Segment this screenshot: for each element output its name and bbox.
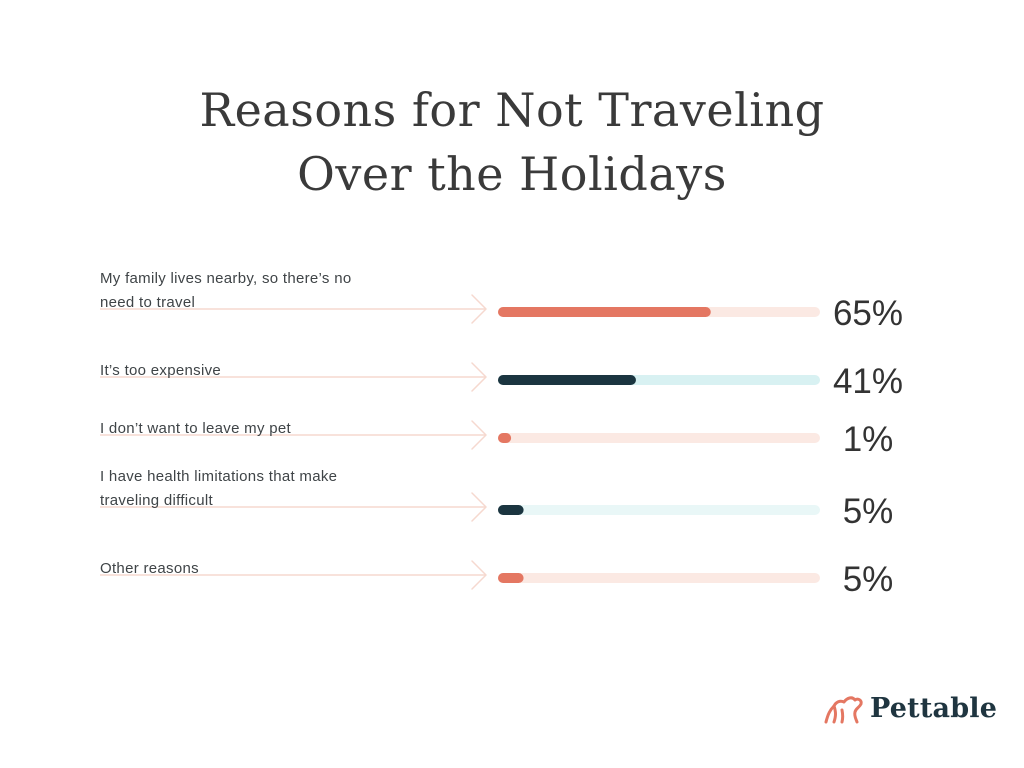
chart-title: Reasons for Not Traveling Over the Holid… bbox=[0, 78, 1024, 206]
leader-arrowhead bbox=[471, 294, 487, 324]
category-label: traveling difficult bbox=[100, 492, 214, 509]
category-label: I don’t want to leave my pet bbox=[100, 420, 292, 437]
category-label: need to travel bbox=[100, 294, 195, 311]
chart-title-line-1: Reasons for Not Traveling bbox=[199, 83, 825, 137]
value-label: 5% bbox=[843, 560, 894, 599]
chart-title-line-2: Over the Holidays bbox=[297, 147, 727, 201]
leader-arrowhead bbox=[471, 362, 487, 392]
leader-arrowhead bbox=[471, 492, 487, 522]
value-label: 65% bbox=[833, 294, 903, 333]
category-label: It’s too expensive bbox=[100, 362, 221, 379]
category-label: My family lives nearby, so there’s no bbox=[100, 270, 351, 287]
value-label: 41% bbox=[833, 362, 903, 401]
value-label: 1% bbox=[843, 420, 894, 459]
leader-arrowhead bbox=[471, 420, 487, 450]
value-label: 5% bbox=[843, 492, 894, 531]
brand-name: Pettable bbox=[870, 692, 998, 724]
category-label: I have health limitations that make bbox=[100, 468, 337, 485]
category-label: Other reasons bbox=[100, 560, 199, 577]
dog-silhouette-icon bbox=[824, 696, 863, 724]
leader-arrowhead bbox=[471, 560, 487, 590]
brand-logo: Pettable bbox=[822, 686, 997, 730]
